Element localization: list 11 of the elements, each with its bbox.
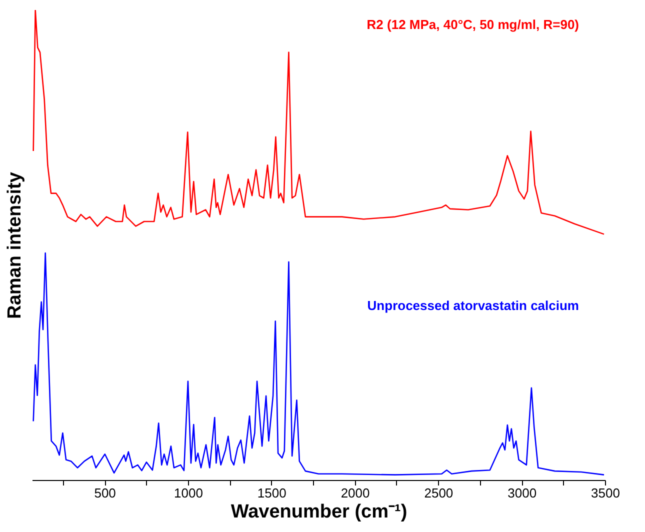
y-axis-title: Raman intensity (4, 172, 26, 319)
x-tick-label: 1000 (174, 486, 203, 500)
x-tick-label: 2000 (340, 486, 370, 500)
text: Unprocessed atorvastatin calcium (367, 298, 579, 313)
x-tick-label: 2500 (424, 486, 454, 500)
text: R2 (12 MPa, 40°C, 50 mg/ml, R=90) (366, 17, 579, 32)
x-tick-label: 1500 (257, 486, 286, 500)
x-tick-label: 3500 (591, 486, 620, 500)
x-tick-label: 500 (94, 486, 116, 500)
x-axis-title: Wavenumber (cm⁻¹) (230, 502, 408, 522)
x-tick-label: 3000 (508, 486, 537, 500)
